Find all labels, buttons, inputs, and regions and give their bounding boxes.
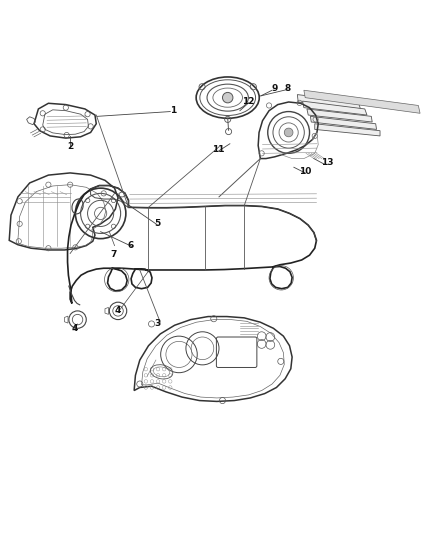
Text: 4: 4: [71, 324, 78, 333]
Text: 5: 5: [154, 220, 160, 228]
Polygon shape: [304, 90, 420, 114]
Polygon shape: [311, 116, 377, 130]
Text: 4: 4: [115, 306, 121, 316]
Text: 11: 11: [212, 146, 224, 155]
Text: 1: 1: [170, 106, 177, 115]
Text: 8: 8: [285, 84, 291, 93]
Polygon shape: [315, 124, 380, 136]
Polygon shape: [307, 109, 372, 122]
Circle shape: [223, 92, 233, 103]
Text: 3: 3: [154, 319, 160, 328]
Text: 6: 6: [128, 241, 134, 250]
Text: 9: 9: [272, 84, 278, 93]
Text: 10: 10: [299, 167, 311, 176]
Polygon shape: [303, 101, 367, 115]
Polygon shape: [297, 94, 360, 109]
Text: 13: 13: [321, 158, 333, 167]
Text: 2: 2: [67, 142, 73, 151]
Circle shape: [284, 128, 293, 137]
Text: 7: 7: [110, 250, 117, 259]
Text: 12: 12: [242, 98, 255, 107]
